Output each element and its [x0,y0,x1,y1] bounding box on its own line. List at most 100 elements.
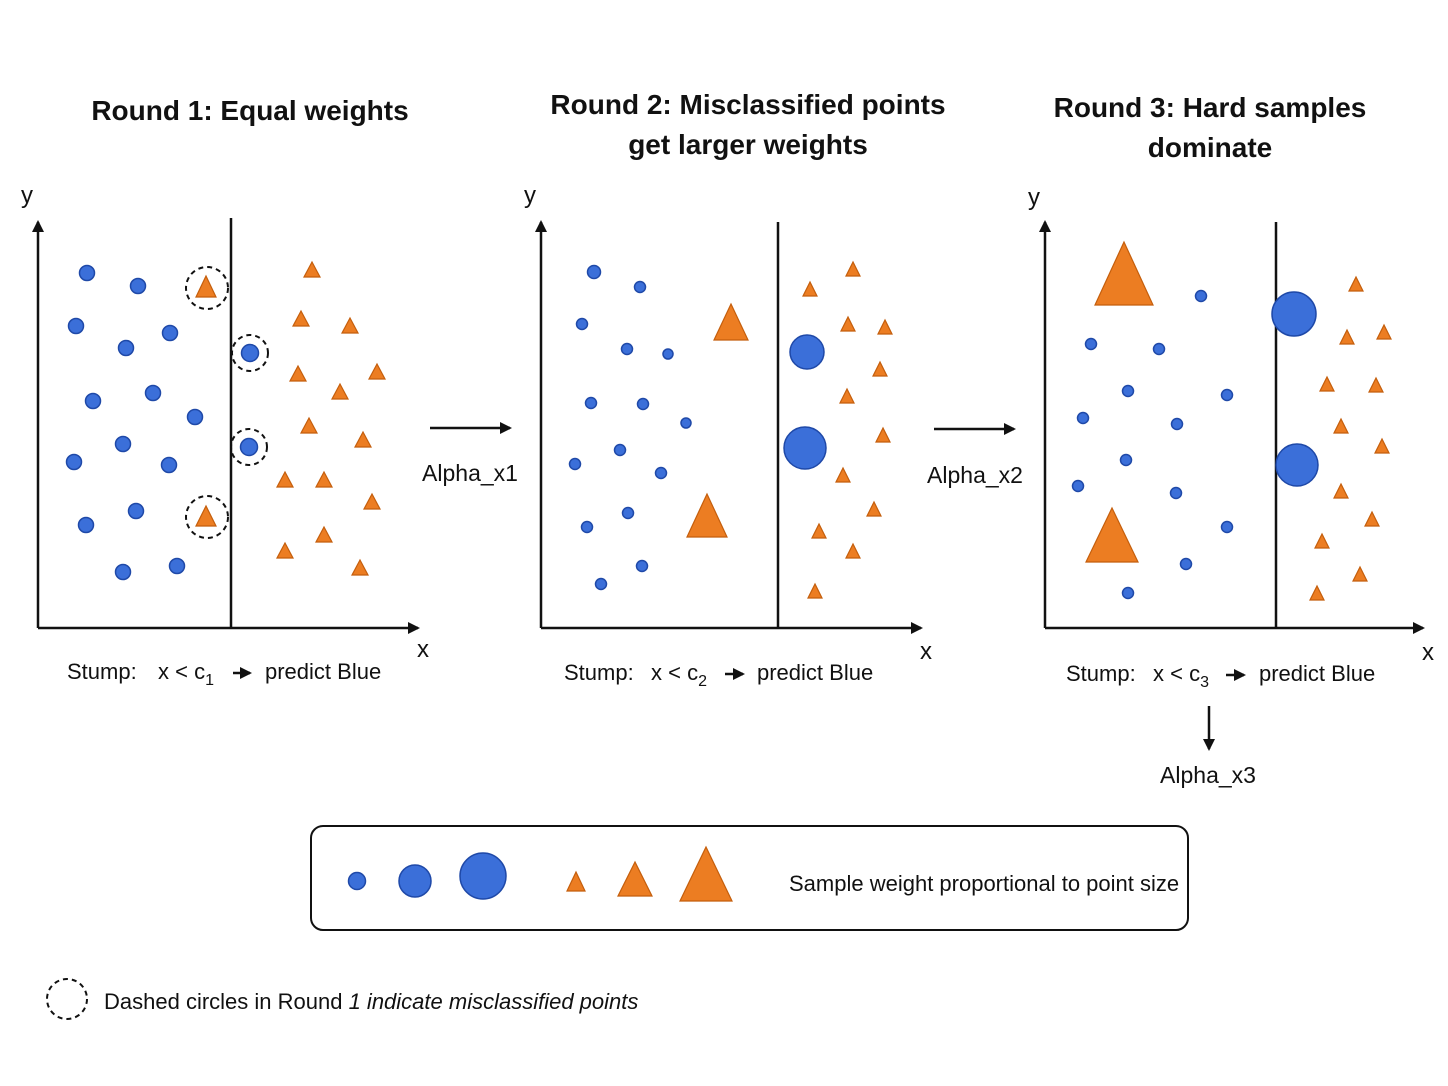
blue-point [161,324,179,342]
blue-point [1170,417,1184,431]
blue-point [1194,289,1208,303]
blue-point [1076,411,1090,425]
blue-point [1220,520,1234,534]
blue-point [114,563,132,581]
orange-point [875,426,891,443]
orange-point [1374,437,1390,454]
orange-point [331,382,349,400]
blue-point [84,392,102,410]
blue-point [1071,479,1085,493]
stump-subscript: 2 [698,673,707,690]
blue-point [586,264,602,280]
orange-point [315,525,333,543]
legend-blue-medium [398,864,432,898]
panel-1-x-label: x [417,636,429,663]
orange-point-misclassified [195,274,217,298]
orange-point [1348,275,1364,292]
blue-point [1169,486,1183,500]
orange-point [872,360,888,377]
footnote-text: Dashed circles in Round 1 indicate miscl… [104,989,638,1014]
orange-point [1339,328,1355,345]
alpha-1-label: Alpha_x1 [422,460,518,486]
blue-point [633,280,647,294]
blue-point [1152,342,1166,356]
misclassified-dashed-circle [230,428,268,466]
orange-point [354,430,372,448]
blue-point [65,453,83,471]
orange-point [1333,482,1349,499]
blue-point [1220,388,1234,402]
panel-2-title-line-1: Round 2: Misclassified points [550,89,945,120]
blue-point [680,417,692,429]
weight-legend: Sample weight proportional to point size [310,825,1189,931]
legend-box [310,825,1189,931]
blue-point [594,577,608,591]
orange-point [1368,376,1384,393]
orange-point [1352,565,1368,582]
panel-3-stump-rule: Stump: x < c3 [1066,661,1209,691]
alpha-2-label: Alpha_x2 [927,462,1023,488]
orange-point [1309,584,1325,601]
panel-3-title-line-1: Round 3: Hard samples [1054,92,1367,123]
orange-point [845,260,861,277]
blue-point [77,516,95,534]
stump-prefix: Stump: [67,659,137,684]
stump-expression: x < c [158,659,205,684]
panel-3-x-label: x [1422,639,1434,666]
blue-point [114,435,132,453]
blue-point [575,317,589,331]
blue-point-misclassified [240,343,260,363]
blue-point [584,396,598,410]
panel-1-stump-result: predict Blue [265,659,381,684]
stump-subscript: 1 [205,672,214,689]
blue-point [129,277,147,295]
orange-point [835,466,851,483]
orange-point [276,470,294,488]
panel-2: y x [524,182,932,690]
legend-blue-small [347,871,367,891]
orange-point-misclassified [195,504,217,527]
blue-point [168,557,186,575]
panel-1: y x [21,182,429,689]
orange-point-upweighted [713,302,749,341]
orange-point [1364,510,1380,527]
blue-point [127,502,145,520]
orange-point-hard-sample [1094,240,1154,306]
blue-point-hard-sample [1271,291,1317,337]
blue-point-upweighted [783,426,827,470]
orange-point [807,582,823,599]
orange-point [1333,417,1349,434]
blue-point [620,342,634,356]
misclassified-dashed-circle [231,334,269,372]
blue-point [1121,384,1135,398]
panel-3-stump-result: predict Blue [1259,661,1375,686]
stump-prefix: Stump: [564,660,634,685]
legend-orange-large [679,845,733,902]
panel-2-stump-rule: Stump: x < c2 [564,660,707,690]
panel-3: y x [1028,184,1434,691]
blue-point [186,408,204,426]
misclassified-dashed-circle [185,495,229,539]
panel-1-title: Round 1: Equal weights [91,95,408,126]
blue-point [621,506,635,520]
blue-point [1121,586,1135,600]
panel-2-points [568,260,893,599]
blue-point [635,559,649,573]
orange-point [845,542,861,559]
orange-point [1314,532,1330,549]
blue-point [636,397,650,411]
panel-3-title-line-2: dominate [1148,132,1272,163]
blue-point [144,384,162,402]
legend-orange-medium [617,860,653,897]
dashed-circle-icon [46,978,88,1020]
legend-text: Sample weight proportional to point size [789,871,1179,896]
misclassified-dashed-circle [185,266,229,310]
orange-point-upweighted [686,492,728,538]
panel-1-points [65,260,386,581]
blue-point [1179,557,1193,571]
orange-point [341,316,359,334]
orange-point [877,318,893,335]
panel-3-points [1071,240,1392,601]
panel-3-y-label: y [1028,184,1040,211]
